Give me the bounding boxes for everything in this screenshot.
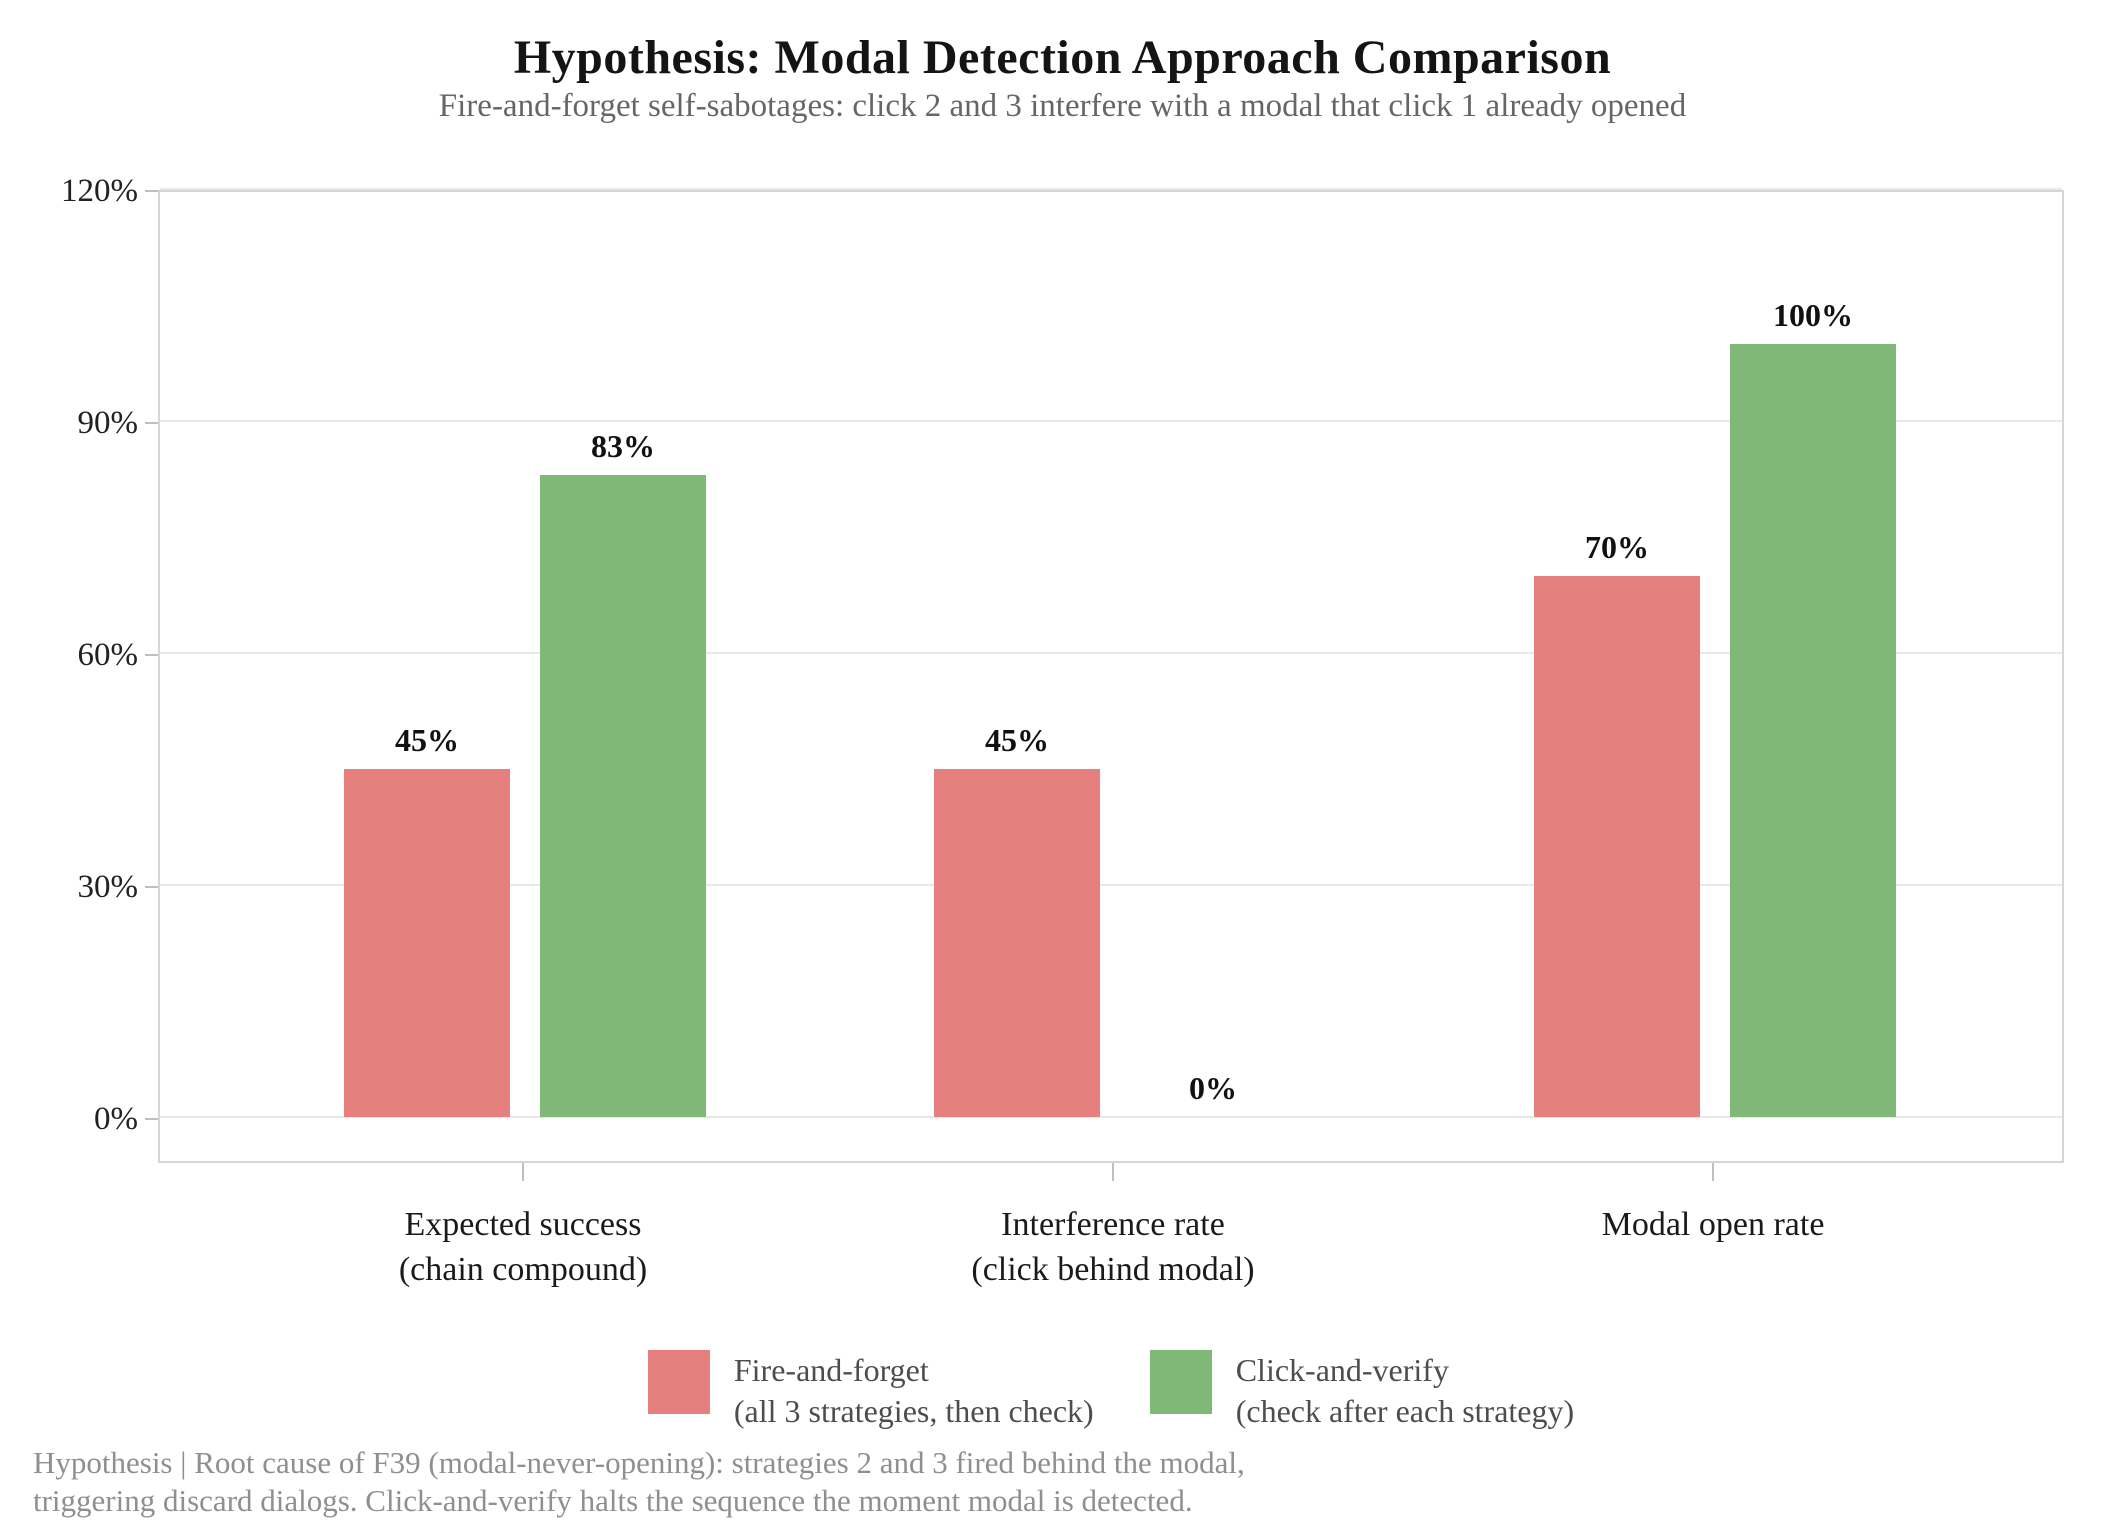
footer-note-line-2: triggering discard dialogs. Click-and-ve… xyxy=(33,1483,1193,1518)
legend: Fire-and-forget (all 3 strategies, then … xyxy=(158,1350,2064,1432)
footer-note: Hypothesis | Root cause of F39 (modal-ne… xyxy=(33,1444,1733,1520)
legend-label-click-and-verify: Click-and-verify (check after each strat… xyxy=(1236,1350,1574,1432)
bar-value-label: 45% xyxy=(395,722,459,758)
gridline-120 xyxy=(160,188,2062,190)
y-axis-tick-mark xyxy=(145,654,158,656)
legend-series-name: Fire-and-forget xyxy=(733,1352,929,1388)
y-axis-tick-label: 120% xyxy=(61,173,138,209)
bar-fire-and-forget-cat1 xyxy=(934,769,1100,1117)
x-axis-tick-mark xyxy=(522,1163,524,1181)
bar-fire-and-forget-cat0 xyxy=(344,769,510,1117)
legend-item-fire-and-forget: Fire-and-forget (all 3 strategies, then … xyxy=(647,1350,1094,1432)
footer-note-line-1: Hypothesis | Root cause of F39 (modal-ne… xyxy=(33,1445,1245,1480)
y-axis-tick-label: 0% xyxy=(94,1101,138,1137)
bar-click-and-verify-cat0 xyxy=(540,475,706,1117)
bar-value-label: 100% xyxy=(1773,296,1853,333)
y-axis-tick-label: 30% xyxy=(77,869,139,905)
x-axis-category-label: Modal open rate xyxy=(1601,1206,1825,1243)
gridline-90 xyxy=(160,420,2062,422)
x-axis-category-label: Expected success (chain compound) xyxy=(398,1206,648,1288)
legend-swatch-click-and-verify xyxy=(1149,1350,1212,1414)
bar-click-and-verify-cat2 xyxy=(1730,343,1896,1117)
gridline-30 xyxy=(160,884,2062,886)
y-axis-tick-label: 90% xyxy=(77,405,139,441)
y-axis-tick-mark xyxy=(145,190,158,192)
bar-fire-and-forget-cat2 xyxy=(1534,575,1700,1117)
legend-label-fire-and-forget: Fire-and-forget (all 3 strategies, then … xyxy=(734,1350,1094,1432)
gridline-0 xyxy=(160,1116,2062,1118)
gridline-60 xyxy=(160,652,2062,654)
legend-series-detail: (all 3 strategies, then check) xyxy=(733,1393,1094,1429)
y-axis-tick-mark xyxy=(145,422,158,424)
y-axis-tick-mark xyxy=(145,1118,158,1120)
x-axis-category-label: Interference rate (click behind modal) xyxy=(971,1206,1255,1288)
x-axis-tick-mark xyxy=(1112,1163,1114,1181)
bar-value-label: 45% xyxy=(985,722,1049,758)
chart-subtitle: Fire-and-forget self-sabotages: click 2 … xyxy=(438,88,1687,124)
legend-swatch-fire-and-forget xyxy=(647,1350,710,1414)
y-axis-tick-mark xyxy=(145,886,158,888)
bar-value-label: 0% xyxy=(1189,1070,1237,1106)
bar-value-label: 83% xyxy=(591,428,655,465)
bar-value-label: 70% xyxy=(1585,528,1649,565)
legend-item-click-and-verify: Click-and-verify (check after each strat… xyxy=(1149,1350,1574,1432)
y-axis-tick-label: 60% xyxy=(77,637,139,673)
plot-area: 45% 45% 70% 83% 0% 100% xyxy=(158,188,2064,1163)
chart-title: Hypothesis: Modal Detection Approach Com… xyxy=(513,31,1612,84)
x-axis-tick-mark xyxy=(1712,1163,1714,1181)
legend-series-detail: (check after each strategy) xyxy=(1235,1393,1575,1429)
legend-series-name: Click-and-verify xyxy=(1235,1352,1449,1388)
